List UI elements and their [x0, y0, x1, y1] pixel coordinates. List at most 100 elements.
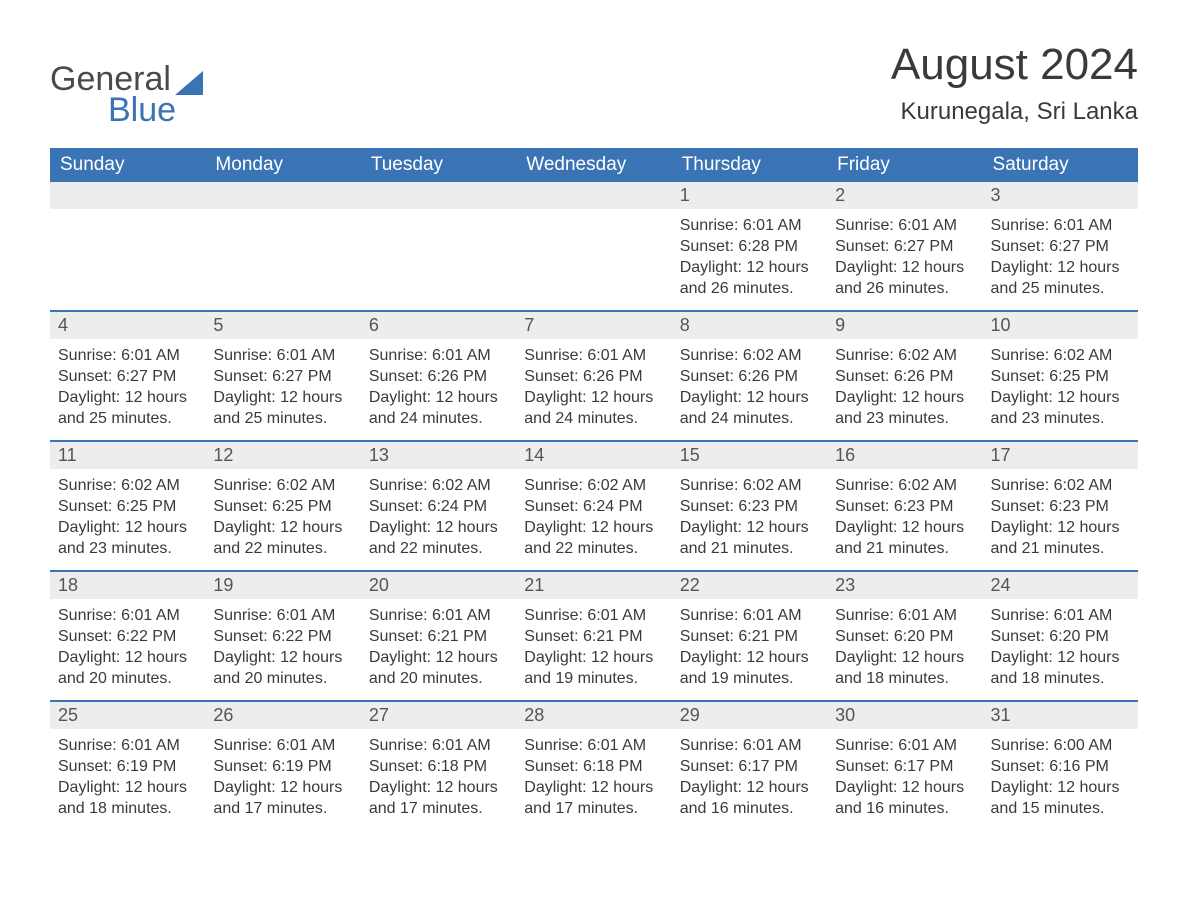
calendar-day-cell: 30Sunrise: 6:01 AMSunset: 6:17 PMDayligh…	[827, 702, 982, 830]
day-number: 16	[827, 442, 982, 469]
brand-logo: General Blue	[50, 40, 205, 130]
sunset-line: Sunset: 6:26 PM	[524, 366, 663, 387]
sunrise-line: Sunrise: 6:02 AM	[369, 475, 508, 496]
sunset-line: Sunset: 6:21 PM	[680, 626, 819, 647]
sunset-line: Sunset: 6:21 PM	[524, 626, 663, 647]
sunset-line: Sunset: 6:27 PM	[213, 366, 352, 387]
title-block: August 2024 Kurunegala, Sri Lanka	[891, 40, 1138, 126]
day-number: 17	[983, 442, 1138, 469]
sunset-line: Sunset: 6:27 PM	[58, 366, 197, 387]
daylight-line: Daylight: 12 hours and 20 minutes.	[58, 647, 197, 689]
daylight-line: Daylight: 12 hours and 17 minutes.	[213, 777, 352, 819]
calendar-day-cell: 15Sunrise: 6:02 AMSunset: 6:23 PMDayligh…	[672, 442, 827, 570]
calendar-day-cell: 4Sunrise: 6:01 AMSunset: 6:27 PMDaylight…	[50, 312, 205, 440]
page-header: General Blue August 2024 Kurunegala, Sri…	[50, 40, 1138, 130]
calendar-day-cell: 5Sunrise: 6:01 AMSunset: 6:27 PMDaylight…	[205, 312, 360, 440]
day-details: Sunrise: 6:01 AMSunset: 6:27 PMDaylight:…	[205, 339, 360, 439]
calendar-day-cell: 17Sunrise: 6:02 AMSunset: 6:23 PMDayligh…	[983, 442, 1138, 570]
day-details: Sunrise: 6:02 AMSunset: 6:25 PMDaylight:…	[983, 339, 1138, 439]
daylight-line: Daylight: 12 hours and 16 minutes.	[835, 777, 974, 819]
sunset-line: Sunset: 6:23 PM	[991, 496, 1130, 517]
daylight-line: Daylight: 12 hours and 21 minutes.	[680, 517, 819, 559]
calendar-day-cell	[205, 182, 360, 310]
calendar-grid: Sunday Monday Tuesday Wednesday Thursday…	[50, 148, 1138, 830]
day-number: 6	[361, 312, 516, 339]
calendar-day-cell: 25Sunrise: 6:01 AMSunset: 6:19 PMDayligh…	[50, 702, 205, 830]
day-number: 14	[516, 442, 671, 469]
day-details: Sunrise: 6:02 AMSunset: 6:23 PMDaylight:…	[827, 469, 982, 569]
day-number	[50, 182, 205, 209]
calendar-day-cell: 14Sunrise: 6:02 AMSunset: 6:24 PMDayligh…	[516, 442, 671, 570]
sunrise-line: Sunrise: 6:02 AM	[680, 345, 819, 366]
sunrise-line: Sunrise: 6:02 AM	[991, 345, 1130, 366]
sunset-line: Sunset: 6:24 PM	[524, 496, 663, 517]
daylight-line: Daylight: 12 hours and 26 minutes.	[835, 257, 974, 299]
sunset-line: Sunset: 6:22 PM	[58, 626, 197, 647]
sunrise-line: Sunrise: 6:01 AM	[58, 605, 197, 626]
day-number: 26	[205, 702, 360, 729]
sunrise-line: Sunrise: 6:01 AM	[680, 215, 819, 236]
month-title: August 2024	[891, 40, 1138, 90]
sunset-line: Sunset: 6:19 PM	[213, 756, 352, 777]
daylight-line: Daylight: 12 hours and 25 minutes.	[58, 387, 197, 429]
logo-text-blue: Blue	[108, 91, 205, 130]
day-number: 12	[205, 442, 360, 469]
sunrise-line: Sunrise: 6:01 AM	[835, 605, 974, 626]
calendar-day-cell: 2Sunrise: 6:01 AMSunset: 6:27 PMDaylight…	[827, 182, 982, 310]
daylight-line: Daylight: 12 hours and 25 minutes.	[991, 257, 1130, 299]
sunset-line: Sunset: 6:27 PM	[835, 236, 974, 257]
calendar-day-cell: 16Sunrise: 6:02 AMSunset: 6:23 PMDayligh…	[827, 442, 982, 570]
calendar-day-cell: 3Sunrise: 6:01 AMSunset: 6:27 PMDaylight…	[983, 182, 1138, 310]
sunrise-line: Sunrise: 6:01 AM	[213, 735, 352, 756]
calendar-day-cell: 8Sunrise: 6:02 AMSunset: 6:26 PMDaylight…	[672, 312, 827, 440]
day-details: Sunrise: 6:01 AMSunset: 6:18 PMDaylight:…	[361, 729, 516, 829]
day-details: Sunrise: 6:01 AMSunset: 6:17 PMDaylight:…	[672, 729, 827, 829]
sunset-line: Sunset: 6:18 PM	[369, 756, 508, 777]
calendar-day-cell	[516, 182, 671, 310]
day-details: Sunrise: 6:02 AMSunset: 6:26 PMDaylight:…	[672, 339, 827, 439]
calendar-day-cell: 18Sunrise: 6:01 AMSunset: 6:22 PMDayligh…	[50, 572, 205, 700]
day-details: Sunrise: 6:01 AMSunset: 6:27 PMDaylight:…	[983, 209, 1138, 309]
sunrise-line: Sunrise: 6:02 AM	[835, 475, 974, 496]
sunset-line: Sunset: 6:26 PM	[369, 366, 508, 387]
sunset-line: Sunset: 6:24 PM	[369, 496, 508, 517]
daylight-line: Daylight: 12 hours and 16 minutes.	[680, 777, 819, 819]
calendar-day-cell: 10Sunrise: 6:02 AMSunset: 6:25 PMDayligh…	[983, 312, 1138, 440]
day-number: 11	[50, 442, 205, 469]
weekday-friday: Friday	[827, 148, 982, 182]
calendar-day-cell: 24Sunrise: 6:01 AMSunset: 6:20 PMDayligh…	[983, 572, 1138, 700]
calendar-day-cell: 6Sunrise: 6:01 AMSunset: 6:26 PMDaylight…	[361, 312, 516, 440]
day-details: Sunrise: 6:01 AMSunset: 6:26 PMDaylight:…	[516, 339, 671, 439]
weeks-container: 1Sunrise: 6:01 AMSunset: 6:28 PMDaylight…	[50, 182, 1138, 830]
daylight-line: Daylight: 12 hours and 26 minutes.	[680, 257, 819, 299]
daylight-line: Daylight: 12 hours and 18 minutes.	[991, 647, 1130, 689]
daylight-line: Daylight: 12 hours and 21 minutes.	[835, 517, 974, 559]
day-number: 29	[672, 702, 827, 729]
day-number: 15	[672, 442, 827, 469]
day-number: 30	[827, 702, 982, 729]
day-number: 21	[516, 572, 671, 599]
daylight-line: Daylight: 12 hours and 21 minutes.	[991, 517, 1130, 559]
day-number: 24	[983, 572, 1138, 599]
daylight-line: Daylight: 12 hours and 22 minutes.	[213, 517, 352, 559]
sunset-line: Sunset: 6:17 PM	[835, 756, 974, 777]
sunrise-line: Sunrise: 6:01 AM	[213, 345, 352, 366]
location-subtitle: Kurunegala, Sri Lanka	[891, 98, 1138, 126]
day-number: 19	[205, 572, 360, 599]
daylight-line: Daylight: 12 hours and 19 minutes.	[680, 647, 819, 689]
calendar-day-cell: 20Sunrise: 6:01 AMSunset: 6:21 PMDayligh…	[361, 572, 516, 700]
calendar-day-cell: 22Sunrise: 6:01 AMSunset: 6:21 PMDayligh…	[672, 572, 827, 700]
day-number: 7	[516, 312, 671, 339]
weekday-wednesday: Wednesday	[516, 148, 671, 182]
sunrise-line: Sunrise: 6:01 AM	[213, 605, 352, 626]
day-number	[516, 182, 671, 209]
weekday-tuesday: Tuesday	[361, 148, 516, 182]
sunrise-line: Sunrise: 6:01 AM	[524, 605, 663, 626]
calendar-day-cell	[50, 182, 205, 310]
sunset-line: Sunset: 6:17 PM	[680, 756, 819, 777]
day-number: 27	[361, 702, 516, 729]
daylight-line: Daylight: 12 hours and 18 minutes.	[835, 647, 974, 689]
day-number	[205, 182, 360, 209]
sunrise-line: Sunrise: 6:01 AM	[680, 605, 819, 626]
day-number	[361, 182, 516, 209]
